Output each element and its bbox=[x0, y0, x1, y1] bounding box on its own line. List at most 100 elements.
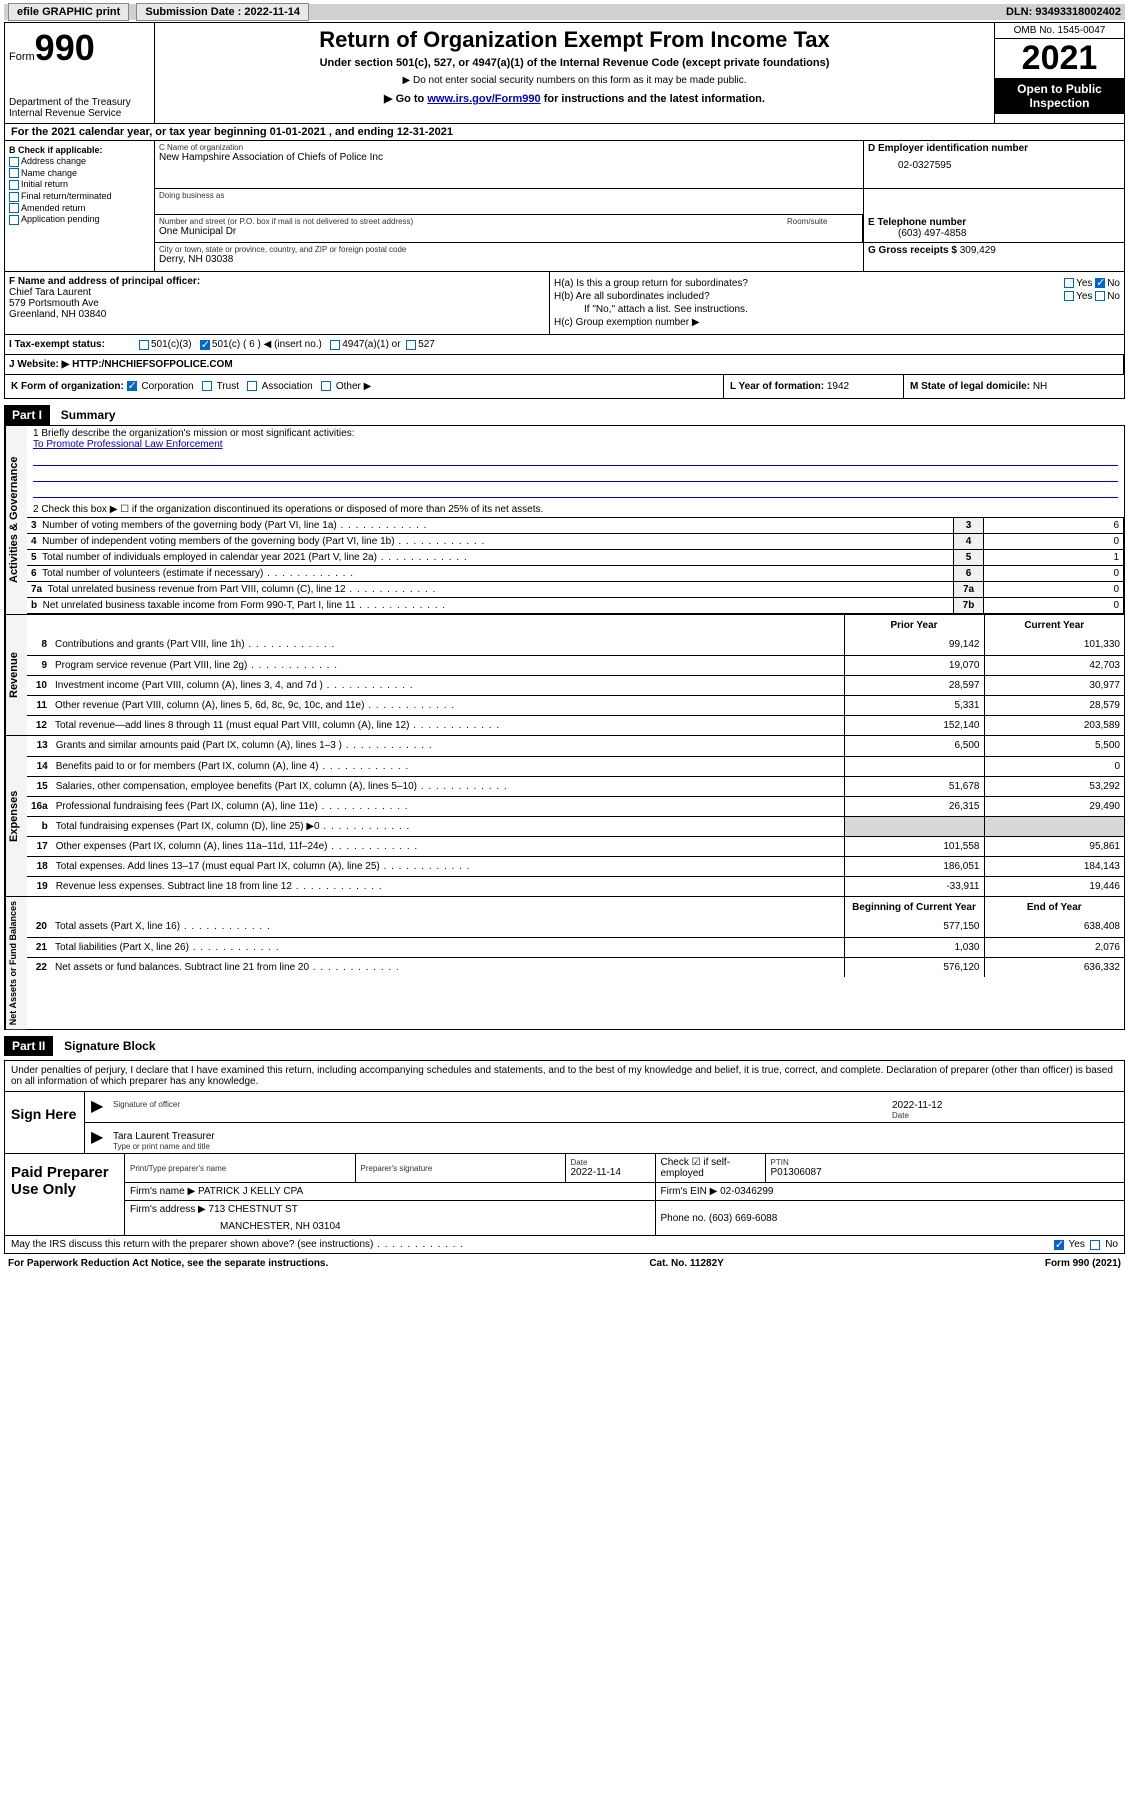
efile-print-button[interactable]: efile GRAPHIC print bbox=[8, 3, 129, 21]
cb-4947[interactable] bbox=[330, 340, 340, 350]
fin-row: 12Total revenue—add lines 8 through 11 (… bbox=[27, 715, 1124, 735]
website-row: J Website: ▶ HTTP:/NHCHIEFSOFPOLICE.COM bbox=[4, 355, 1125, 375]
cb-hb-no[interactable] bbox=[1095, 291, 1105, 301]
dba-label: Doing business as bbox=[159, 191, 859, 200]
ruled-line bbox=[33, 452, 1118, 466]
tax-year: 2021 bbox=[995, 39, 1124, 78]
q1-label: 1 Briefly describe the organization's mi… bbox=[33, 428, 1118, 439]
cb-assoc[interactable] bbox=[247, 381, 257, 391]
sig-date-label: Date bbox=[892, 1111, 1118, 1120]
sig-date-value: 2022-11-12 bbox=[892, 1100, 1118, 1111]
corp-label: Corporation bbox=[141, 381, 193, 392]
fin-row: bTotal fundraising expenses (Part IX, co… bbox=[27, 816, 1124, 836]
527-label: 527 bbox=[418, 339, 435, 350]
cb-527[interactable] bbox=[406, 340, 416, 350]
cb-501c[interactable] bbox=[200, 340, 210, 350]
officer-signature-line[interactable]: ▶ Signature of officer bbox=[85, 1092, 864, 1123]
agency-1: Department of the Treasury bbox=[9, 97, 150, 108]
name-title-line: ▶ Tara Laurent Treasurer Type or print n… bbox=[85, 1123, 1124, 1153]
fin-row: 17Other expenses (Part IX, column (A), l… bbox=[27, 836, 1124, 856]
form-number-cell: Form990 Department of the Treasury Inter… bbox=[5, 23, 155, 123]
prep-sig-label: Preparer's signature bbox=[361, 1164, 560, 1173]
hb-no: No bbox=[1107, 291, 1120, 302]
hb-label: H(b) Are all subordinates included? bbox=[554, 291, 710, 302]
footer-mid: Cat. No. 11282Y bbox=[649, 1258, 723, 1269]
firm-name-label: Firm's name ▶ bbox=[130, 1186, 195, 1197]
cb-address-change[interactable] bbox=[9, 157, 19, 167]
year-cell: OMB No. 1545-0047 2021 Open to Public In… bbox=[994, 23, 1124, 123]
section-b-checkboxes: B Check if applicable: Address change Na… bbox=[5, 141, 155, 271]
ein-box: D Employer identification number 02-0327… bbox=[864, 141, 1124, 189]
ha-yes: Yes bbox=[1076, 278, 1092, 289]
irs-link[interactable]: www.irs.gov/Form990 bbox=[427, 93, 540, 105]
part2-badge: Part II bbox=[4, 1036, 53, 1056]
revenue-block: Revenue Prior YearCurrent Year 8Contribu… bbox=[4, 615, 1125, 736]
cb-other[interactable] bbox=[321, 381, 331, 391]
discuss-label: May the IRS discuss this return with the… bbox=[11, 1239, 373, 1250]
cb-application-pending[interactable] bbox=[9, 215, 19, 225]
m-label: M State of legal domicile: bbox=[910, 381, 1030, 392]
cb-trust[interactable] bbox=[202, 381, 212, 391]
prep-date-value: 2022-11-14 bbox=[571, 1167, 650, 1178]
cb-ha-no[interactable] bbox=[1095, 278, 1105, 288]
website-value: HTTP:/NHCHIEFSOFPOLICE.COM bbox=[72, 359, 233, 370]
room-label: Room/suite bbox=[787, 217, 858, 226]
officer-street: 579 Portsmouth Ave bbox=[9, 298, 545, 309]
vert-revenue: Revenue bbox=[5, 615, 27, 735]
fin-row: 14Benefits paid to or for members (Part … bbox=[27, 756, 1124, 776]
cb-ha-yes[interactable] bbox=[1064, 278, 1074, 288]
expenses-block: Expenses 13Grants and similar amounts pa… bbox=[4, 736, 1125, 897]
vert-net-assets: Net Assets or Fund Balances bbox=[5, 897, 27, 1029]
l-value: 1942 bbox=[827, 381, 849, 392]
prep-date-label: Date bbox=[571, 1158, 650, 1167]
i-label: I Tax-exempt status: bbox=[9, 339, 139, 350]
fin-row: 15Salaries, other compensation, employee… bbox=[27, 776, 1124, 796]
assoc-label: Association bbox=[262, 381, 313, 392]
cb-amended-return[interactable] bbox=[9, 203, 19, 213]
cb-discuss-no[interactable] bbox=[1090, 1240, 1100, 1250]
boy-header: Beginning of Current Year bbox=[844, 897, 984, 917]
cb-final-return[interactable] bbox=[9, 192, 19, 202]
discuss-with-preparer-row: May the IRS discuss this return with the… bbox=[4, 1236, 1125, 1254]
penalty-statement: Under penalties of perjury, I declare th… bbox=[5, 1061, 1124, 1092]
telephone-box: E Telephone number (603) 497-4858 bbox=[864, 215, 1124, 243]
form-number: 990 bbox=[35, 27, 95, 68]
room-box: Room/suite bbox=[783, 215, 863, 243]
fin-row: 21Total liabilities (Part X, line 26)1,0… bbox=[27, 937, 1124, 957]
street-box: Number and street (or P.O. box if mail i… bbox=[155, 215, 783, 243]
note-link-post: for instructions and the latest informat… bbox=[541, 93, 765, 105]
cb-hb-yes[interactable] bbox=[1064, 291, 1074, 301]
officer-label: F Name and address of principal officer: bbox=[9, 276, 545, 287]
fin-row: 19Revenue less expenses. Subtract line 1… bbox=[27, 876, 1124, 896]
h-box: H(a) Is this a group return for subordin… bbox=[550, 272, 1124, 334]
cb-name-change[interactable] bbox=[9, 168, 19, 178]
part1-header-row: Part I Summary bbox=[4, 399, 1125, 425]
hc-label: H(c) Group exemption number ▶ bbox=[554, 317, 700, 328]
footer-right: Form 990 (2021) bbox=[1045, 1258, 1121, 1269]
telephone-value: (603) 497-4858 bbox=[868, 228, 1120, 239]
eoy-header: End of Year bbox=[984, 897, 1124, 917]
org-name-box: C Name of organization New Hampshire Ass… bbox=[155, 141, 864, 189]
check-self-employed: Check ☑ if self-employed bbox=[661, 1157, 731, 1179]
prep-name-label: Print/Type preparer's name bbox=[130, 1164, 350, 1173]
note-link-line: ▶ Go to www.irs.gov/Form990 for instruct… bbox=[163, 92, 986, 105]
note-link-pre: ▶ Go to bbox=[384, 93, 427, 105]
q1-value[interactable]: To Promote Professional Law Enforcement bbox=[33, 439, 1118, 450]
cb-501c3[interactable] bbox=[139, 340, 149, 350]
arrow-icon: ▶ bbox=[91, 1096, 103, 1116]
fin-row: 22Net assets or fund balances. Subtract … bbox=[27, 957, 1124, 977]
open-line2: Inspection bbox=[997, 96, 1122, 110]
cb-corp[interactable] bbox=[127, 381, 137, 391]
telephone-label: E Telephone number bbox=[868, 217, 1120, 228]
paid-preparer-row: Paid Preparer Use Only Print/Type prepar… bbox=[5, 1154, 1124, 1235]
sign-here-label: Sign Here bbox=[5, 1092, 85, 1153]
officer-box: F Name and address of principal officer:… bbox=[5, 272, 550, 334]
cb-initial-return[interactable] bbox=[9, 180, 19, 190]
title-cell: Return of Organization Exempt From Incom… bbox=[155, 23, 994, 123]
governance-table: 3 Number of voting members of the govern… bbox=[27, 517, 1124, 614]
fin-row: 16aProfessional fundraising fees (Part I… bbox=[27, 796, 1124, 816]
cb-discuss-yes[interactable] bbox=[1054, 1240, 1064, 1250]
m-value: NH bbox=[1033, 381, 1047, 392]
tax-year-range: For the 2021 calendar year, or tax year … bbox=[4, 124, 1125, 141]
l-label: L Year of formation: bbox=[730, 381, 824, 392]
